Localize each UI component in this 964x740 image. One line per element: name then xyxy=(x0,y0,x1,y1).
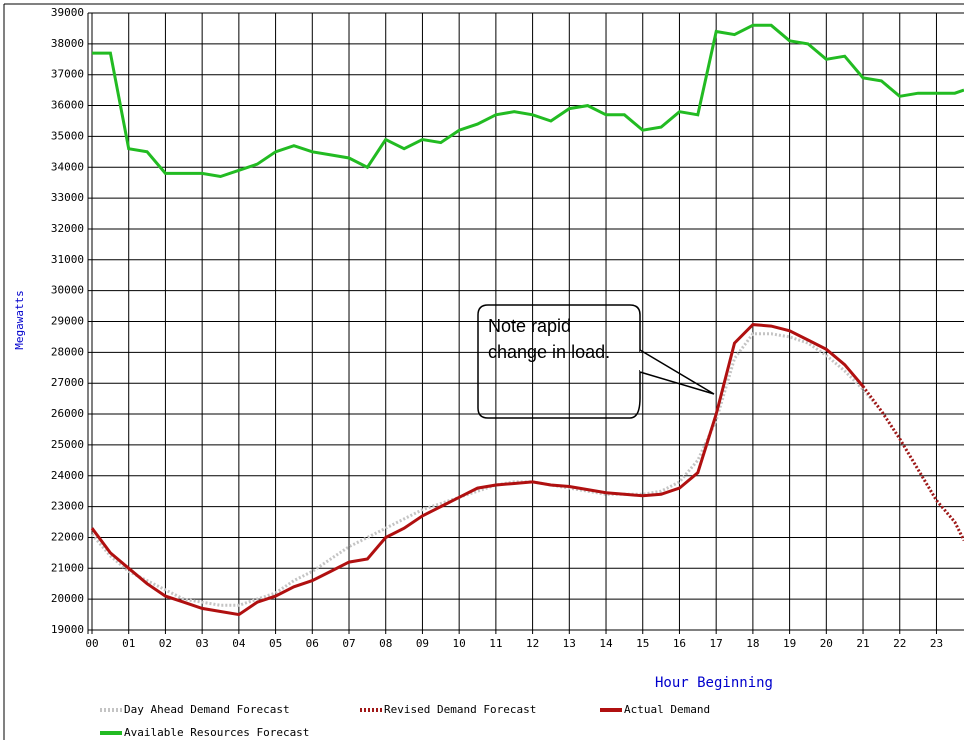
x-tick-label: 17 xyxy=(710,637,723,650)
x-tick-label: 15 xyxy=(636,637,649,650)
x-tick-label: 09 xyxy=(416,637,429,650)
series-line xyxy=(90,323,865,617)
x-tick-label: 04 xyxy=(232,637,246,650)
legend-label: Revised Demand Forecast xyxy=(384,703,536,716)
x-tick-label: 11 xyxy=(489,637,502,650)
y-tick-label: 20000 xyxy=(51,592,84,605)
x-tick-label: 06 xyxy=(306,637,319,650)
y-tick-label: 35000 xyxy=(51,129,84,142)
x-tick-label: 14 xyxy=(599,637,613,650)
y-tick-label: 38000 xyxy=(51,37,84,50)
x-tick-label: 02 xyxy=(159,637,172,650)
y-tick-label: 23000 xyxy=(51,500,84,513)
y-tick-label: 26000 xyxy=(51,407,84,420)
x-tick-label: 23 xyxy=(930,637,943,650)
callout-pointer xyxy=(639,349,715,395)
x-tick-label: 22 xyxy=(893,637,906,650)
y-tick-label: 28000 xyxy=(51,345,84,358)
y-tick-label: 27000 xyxy=(51,376,84,389)
y-tick-label: 21000 xyxy=(51,561,84,574)
annotation: Note rapid change in load. xyxy=(488,316,611,362)
x-tick-label: 21 xyxy=(856,637,869,650)
y-tick-label: 34000 xyxy=(51,160,84,173)
y-tick-label: 30000 xyxy=(51,284,84,297)
x-tick-label: 00 xyxy=(85,637,98,650)
series-line xyxy=(92,23,964,179)
series-line xyxy=(861,385,964,542)
y-tick-label: 33000 xyxy=(51,191,84,204)
y-tick-label: 22000 xyxy=(51,530,84,543)
y-tick-label: 32000 xyxy=(51,222,84,235)
y-tick-label: 39000 xyxy=(51,6,84,19)
x-tick-label: 07 xyxy=(342,637,355,650)
legend-label: Actual Demand xyxy=(624,703,710,716)
y-tick-label: 19000 xyxy=(51,623,84,636)
y-axis-label: Megawatts xyxy=(13,290,26,350)
y-tick-label: 25000 xyxy=(51,438,84,451)
series-line xyxy=(90,332,964,607)
x-tick-label: 18 xyxy=(746,637,759,650)
y-tick-label: 36000 xyxy=(51,99,84,112)
y-tick-label: 24000 xyxy=(51,469,84,482)
x-tick-label: 13 xyxy=(563,637,576,650)
y-tick-label: 29000 xyxy=(51,315,84,328)
x-tick-label: 12 xyxy=(526,637,539,650)
y-tick-label: 37000 xyxy=(51,68,84,81)
x-tick-label: 19 xyxy=(783,637,796,650)
x-axis-label: Hour Beginning xyxy=(655,675,773,691)
x-tick-label: 10 xyxy=(453,637,466,650)
x-tick-label: 05 xyxy=(269,637,282,650)
x-tick-label: 20 xyxy=(820,637,833,650)
y-tick-label: 31000 xyxy=(51,253,84,266)
x-tick-label: 03 xyxy=(196,637,209,650)
legend-label: Day Ahead Demand Forecast xyxy=(124,703,290,716)
x-tick-label: 08 xyxy=(379,637,392,650)
legend-label: Available Resources Forecast xyxy=(124,726,309,739)
x-tick-label: 01 xyxy=(122,637,135,650)
callout-box xyxy=(477,304,641,419)
x-tick-label: 16 xyxy=(673,637,686,650)
